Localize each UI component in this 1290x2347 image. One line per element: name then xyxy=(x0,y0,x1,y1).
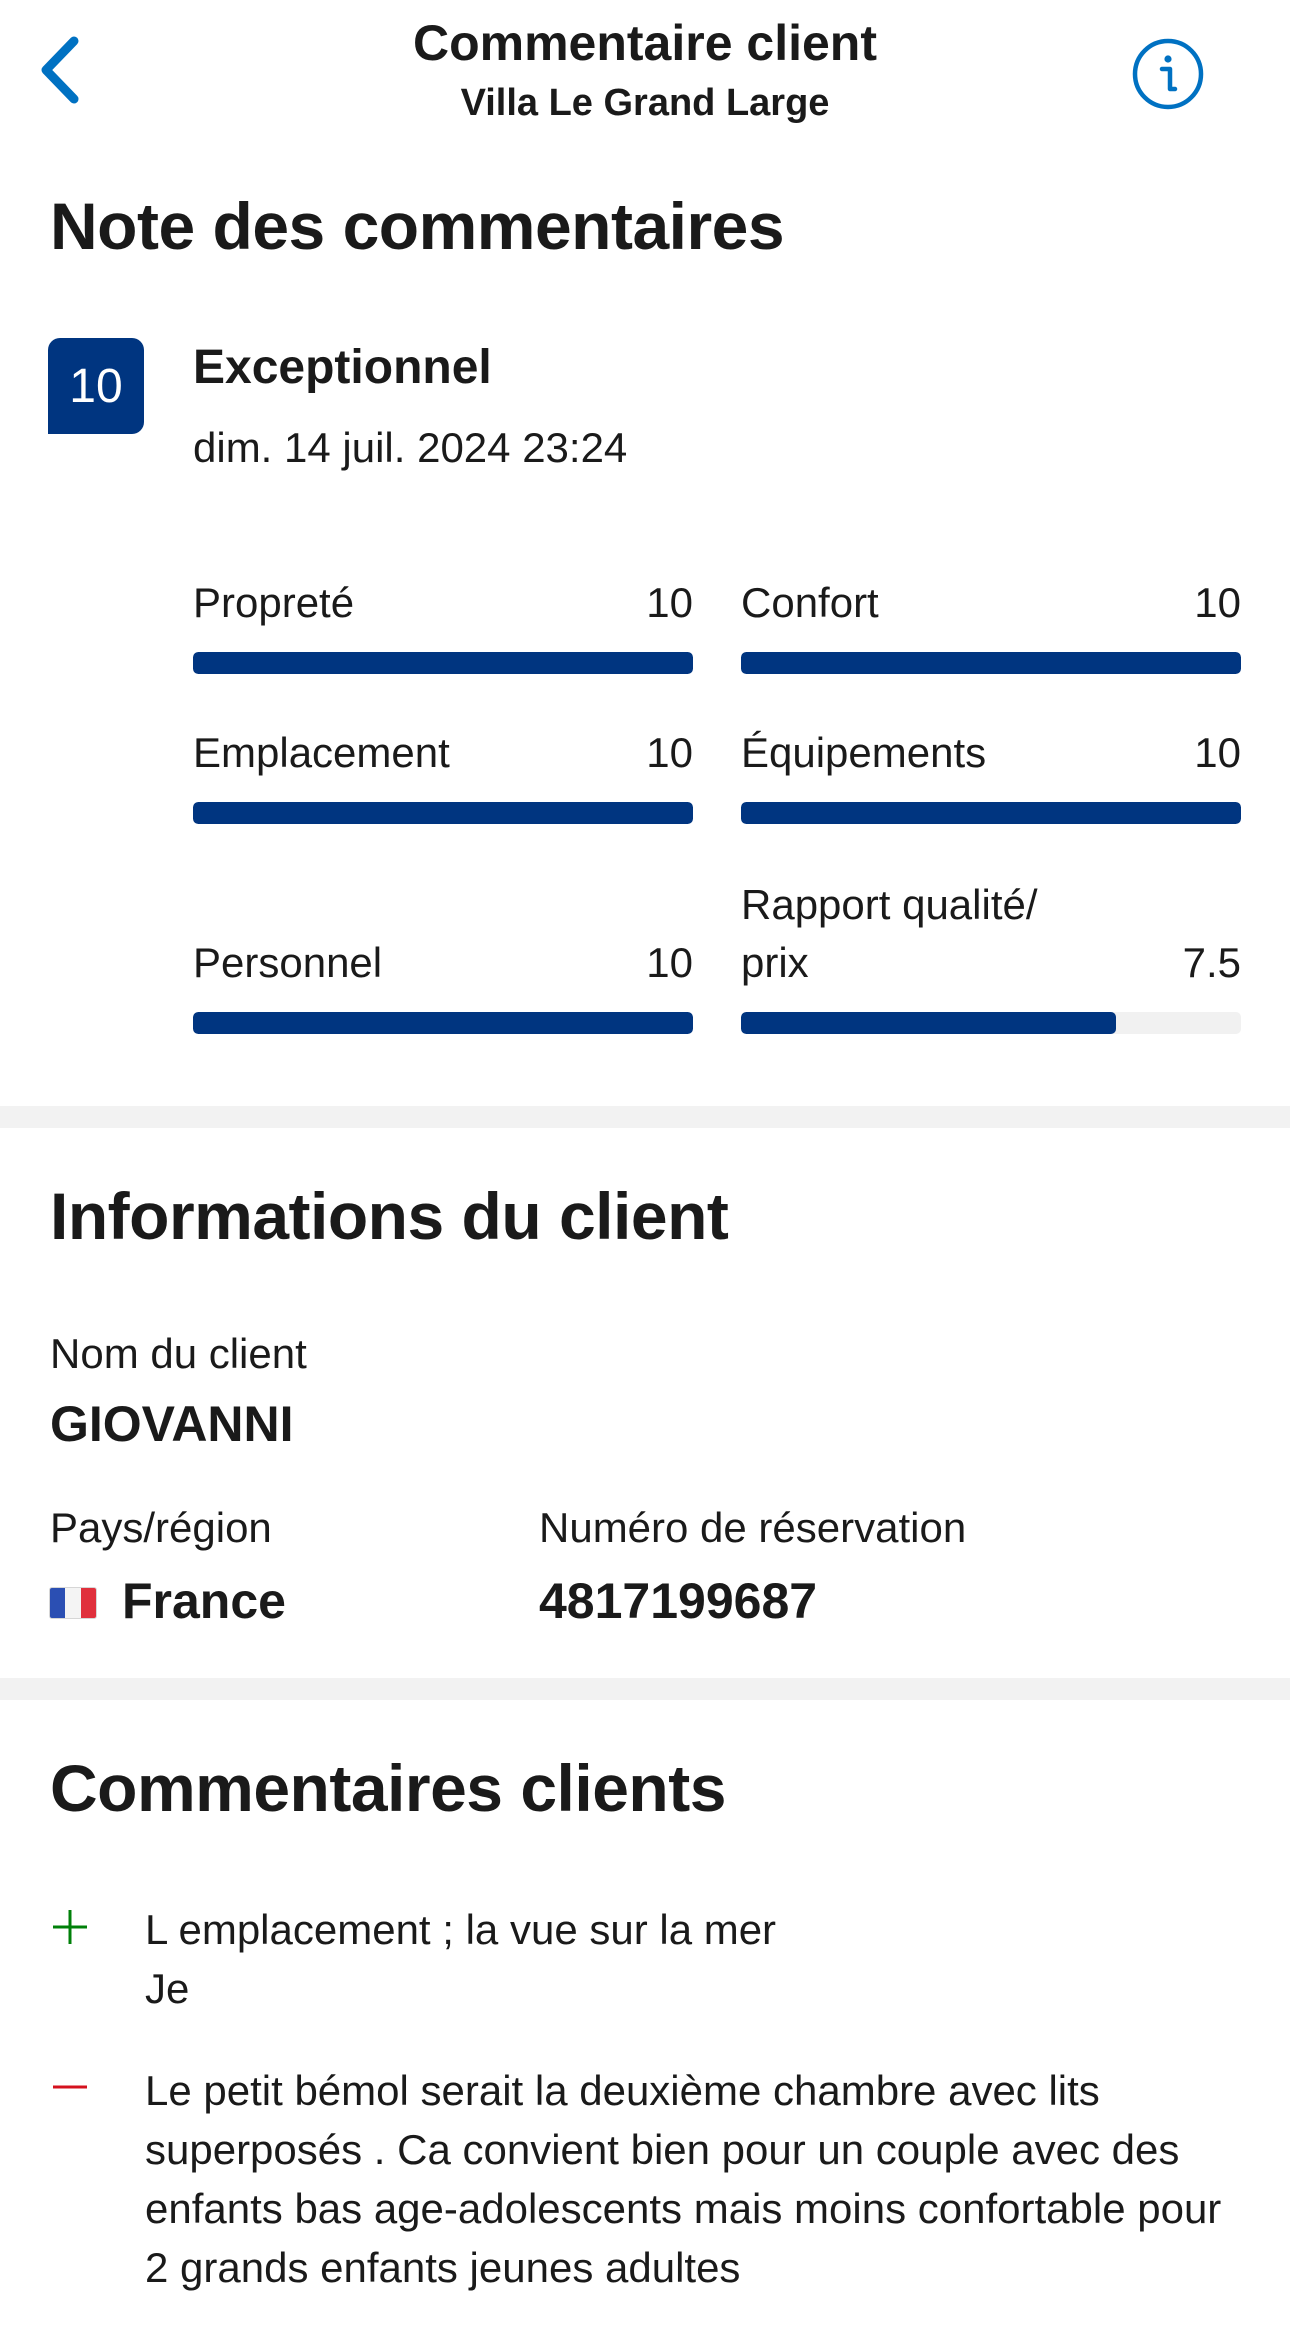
chevron-left-icon xyxy=(41,36,79,104)
rating-bar-fill xyxy=(193,802,693,824)
rating-name: Personnel xyxy=(193,939,383,986)
rating-cleanliness: Propreté 10 xyxy=(193,556,693,674)
country-label: Pays/région xyxy=(50,1504,272,1551)
rating-value-for-money: Rapport qualité/ prix 7.5 xyxy=(741,856,1241,1034)
property-name: Villa Le Grand Large xyxy=(460,82,830,124)
rating-bar-track xyxy=(193,652,693,674)
info-icon xyxy=(1132,38,1204,110)
rating-name: Emplacement xyxy=(193,729,450,776)
info-button[interactable] xyxy=(1130,36,1206,112)
rating-bar-fill xyxy=(193,1012,693,1034)
booking-number-label: Numéro de réservation xyxy=(539,1504,967,1551)
page-title: Commentaire client xyxy=(412,15,877,71)
rating-value: 10 xyxy=(1194,579,1241,626)
rating-value: 10 xyxy=(646,729,693,776)
review-date: dim. 14 juil. 2024 23:24 xyxy=(193,424,628,471)
client-name-value: GIOVANNI xyxy=(50,1396,294,1452)
section-divider xyxy=(0,1106,1290,1128)
rating-facilities: Équipements 10 xyxy=(741,706,1241,824)
rating-bar-fill xyxy=(741,652,1241,674)
client-name-label: Nom du client xyxy=(50,1330,307,1377)
guest-comments-heading: Commentaires clients xyxy=(50,1751,726,1825)
rating-comfort: Confort 10 xyxy=(741,556,1241,674)
score-label: Exceptionnel xyxy=(193,341,492,394)
rating-name: Confort xyxy=(741,579,879,626)
rating-bar-track xyxy=(193,1012,693,1034)
plus-icon xyxy=(53,1910,87,1944)
rating-bar-fill xyxy=(193,652,693,674)
rating-bar-track xyxy=(741,1012,1241,1034)
score-badge: 10 xyxy=(48,338,144,434)
rating-bar-track xyxy=(741,802,1241,824)
review-score-heading: Note des commentaires xyxy=(50,189,785,263)
rating-bar-fill xyxy=(741,802,1241,824)
rating-value: 10 xyxy=(1194,729,1241,776)
rating-name: Rapport qualité/ prix xyxy=(741,881,1038,986)
back-button[interactable] xyxy=(30,30,90,110)
top-navigation-bar: Commentaire client Villa Le Grand Large xyxy=(0,0,1290,150)
positive-comment: L emplacement ; la vue sur la mer Je xyxy=(145,1906,777,2012)
rating-bar-track xyxy=(193,802,693,824)
rating-bar-track xyxy=(741,652,1241,674)
rating-bar-fill xyxy=(741,1012,1116,1034)
rating-value: 10 xyxy=(646,939,693,986)
booking-number-value: 4817199687 xyxy=(539,1573,818,1629)
rating-name: Équipements xyxy=(741,729,987,776)
negative-comment: Le petit bémol serait la deuxième chambr… xyxy=(145,2067,1222,2291)
minus-icon xyxy=(53,2085,87,2089)
rating-value: 10 xyxy=(646,579,693,626)
client-info-heading: Informations du client xyxy=(50,1179,729,1253)
section-divider xyxy=(0,1678,1290,1700)
rating-value: 7.5 xyxy=(1182,939,1241,986)
rating-staff: Personnel 10 xyxy=(193,856,693,1034)
france-flag-icon xyxy=(49,1587,97,1619)
country-value: France xyxy=(122,1573,286,1629)
rating-location: Emplacement 10 xyxy=(193,706,693,824)
rating-name: Propreté xyxy=(193,579,355,626)
